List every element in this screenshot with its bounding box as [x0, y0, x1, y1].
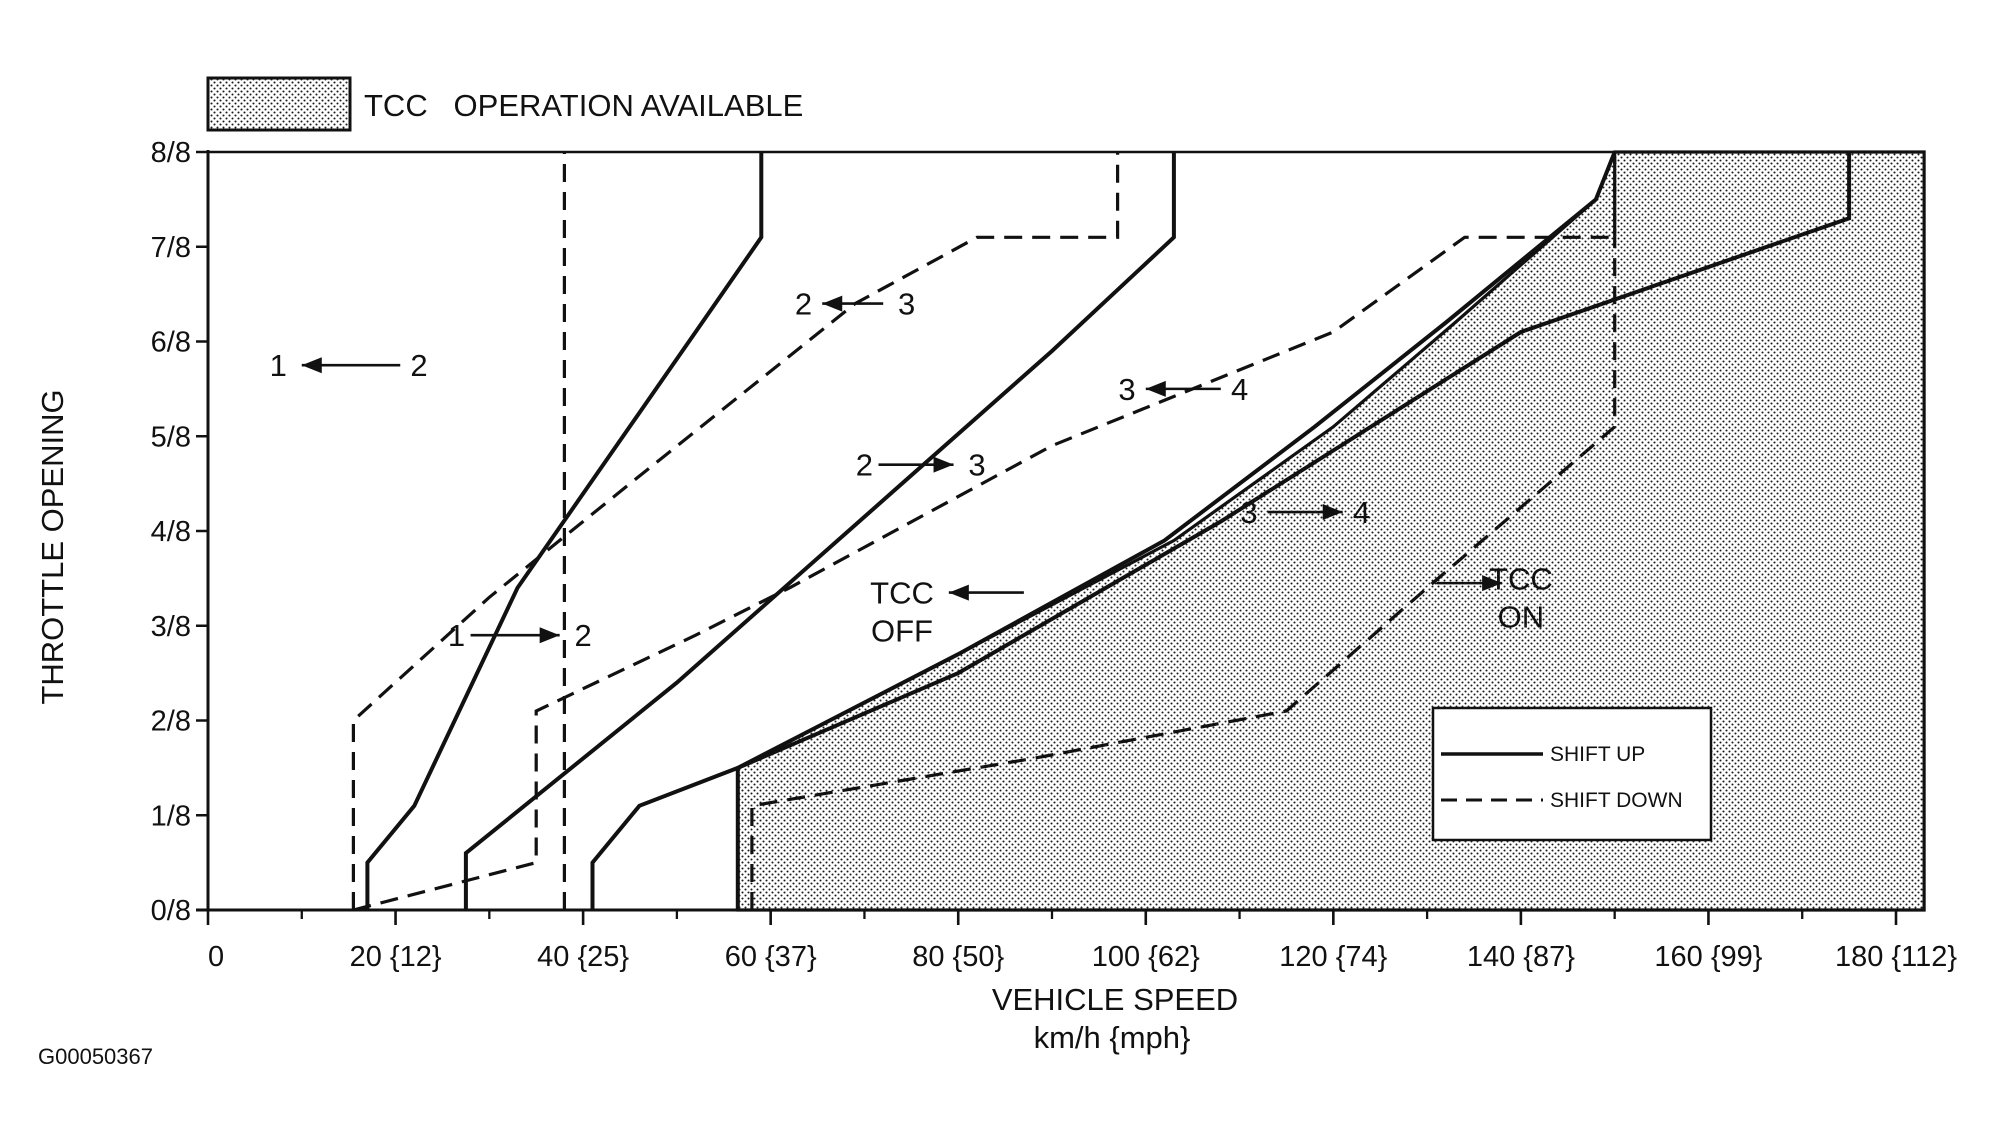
shift-legend-dashed-label: SHIFT DOWN — [1550, 789, 1683, 812]
shift-arrow-4 — [878, 456, 954, 473]
shift-legend-box — [1431, 706, 1713, 842]
shift-arrow-1 — [301, 357, 401, 374]
tcc-legend-label: TCC OPERATION AVAILABLE — [364, 88, 803, 123]
y-tick-label-7: 7/8 — [151, 232, 191, 264]
plot-frame — [208, 150, 1926, 910]
x-tick-label-8: 160 {99} — [1654, 941, 1762, 973]
tcc-legend-swatch — [206, 76, 352, 132]
y-tick-label-3: 3/8 — [151, 611, 191, 643]
shift-up-line-1 — [365, 152, 764, 910]
x-tick-label-2: 40 {25} — [537, 941, 629, 973]
shift-up-line-7 — [735, 152, 1852, 910]
x-tick-label-5: 100 {62} — [1092, 941, 1200, 973]
gear-annotation-9: 3 — [1240, 495, 1257, 530]
y-tick-label-2: 2/8 — [151, 706, 191, 738]
gear-annotation-14: OFF — [871, 614, 933, 649]
y-tick-label-0: 0/8 — [151, 895, 191, 927]
y-tick-label-6: 6/8 — [151, 327, 191, 359]
gear-annotation-10: 4 — [1353, 495, 1370, 530]
gear-annotation-8: 3 — [968, 448, 985, 483]
gear-annotation-13: TCC — [870, 576, 934, 611]
shift-down-line-5 — [352, 152, 1617, 910]
shift-arrow-6 — [470, 627, 560, 644]
x-tick-label-9: 180 {112} — [1835, 941, 1957, 973]
figure-id: G00050367 — [38, 1044, 153, 1069]
shift-legend: SHIFT UP SHIFT DOWN — [1431, 706, 1713, 842]
y-axis: 0/8 1/8 2/8 3/8 4/8 5/8 6/8 7/8 8/8 — [151, 137, 210, 927]
x-axis: 0 20 {12} 40 {25} 60 {37} 80 {50} 100 {62} 120… — [196, 908, 1957, 973]
y-tick-label-8: 8/8 — [151, 137, 191, 169]
x-tick-label-4: 80 {50} — [912, 941, 1004, 973]
x-tick-label-0: 0 — [208, 941, 224, 973]
tcc-region — [736, 150, 1926, 912]
gear-annotation-1: 1 — [270, 348, 287, 383]
y-tick-label-4: 4/8 — [151, 516, 191, 548]
shift-arrow-5 — [1267, 504, 1343, 521]
shift-up-line-6 — [590, 152, 1617, 910]
gear-annotation-2: 2 — [410, 348, 427, 383]
shift-up-line-4 — [463, 152, 1176, 910]
shift-arrow-2 — [822, 295, 884, 312]
y-tick-label-5: 5/8 — [151, 421, 191, 453]
shift-arrow-8 — [1436, 575, 1503, 592]
shift-down-line-2 — [351, 152, 1120, 910]
gear-annotation-4: 3 — [898, 287, 915, 322]
x-tick-label-3: 60 {37} — [725, 941, 817, 973]
gear-annotation-11: 1 — [448, 618, 465, 653]
x-tick-label-7: 140 {87} — [1467, 941, 1575, 973]
x-tick-label-6: 120 {74} — [1279, 941, 1387, 973]
gear-annotation-12: 2 — [574, 618, 591, 653]
gear-annotation-5: 3 — [1118, 372, 1135, 407]
x-axis-units: km/h {mph} — [1034, 1020, 1191, 1055]
gear-annotation-7: 2 — [856, 448, 873, 483]
gear-annotation-15: TCC — [1489, 561, 1553, 596]
shift-down-line-8 — [750, 152, 1617, 910]
x-tick-label-1: 20 {12} — [350, 941, 442, 973]
y-tick-label-1: 1/8 — [151, 800, 191, 832]
x-axis-title: VEHICLE SPEED — [992, 982, 1238, 1017]
shift-arrow-7 — [948, 584, 1024, 601]
gear-annotation-6: 4 — [1231, 372, 1248, 407]
shift-lines — [351, 152, 1852, 910]
gear-annotation-3: 2 — [795, 287, 812, 322]
gear-annotation-16: ON — [1498, 599, 1545, 634]
y-axis-title: THROTTLE OPENING — [35, 389, 70, 704]
shift-legend-solid-label: SHIFT UP — [1550, 743, 1645, 766]
shift-arrow-3 — [1145, 380, 1221, 397]
